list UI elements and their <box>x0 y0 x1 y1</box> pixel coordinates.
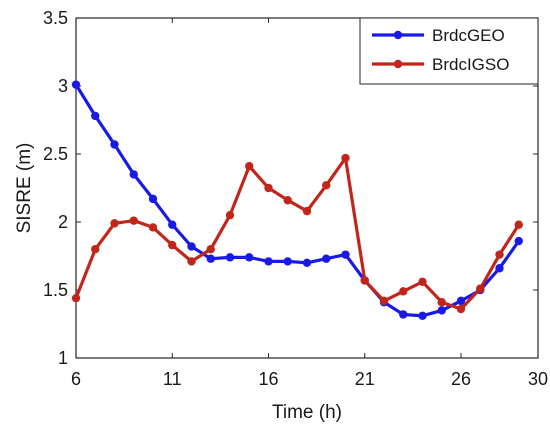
data-point-brdcgeo <box>495 264 504 273</box>
data-point-brdcgeo <box>110 140 119 149</box>
legend: BrdcGEO BrdcIGSO <box>359 17 539 85</box>
x-tick-label: 30 <box>528 369 548 389</box>
y-tick-label: 3 <box>58 76 68 96</box>
data-point-brdcigso <box>476 284 485 293</box>
data-point-brdcgeo <box>399 310 408 319</box>
series-layer <box>71 80 523 321</box>
x-tick-label: 16 <box>258 369 278 389</box>
data-point-brdcgeo <box>71 80 81 89</box>
data-point-brdcigso <box>418 277 427 287</box>
x-tick-label: 26 <box>451 369 471 389</box>
data-point-brdcigso <box>110 219 119 228</box>
y-tick-label: 2 <box>58 212 68 232</box>
y-tick-label: 2.5 <box>43 144 68 164</box>
data-point-brdcgeo <box>264 257 273 266</box>
data-point-brdcgeo <box>187 242 196 251</box>
data-point-brdcgeo <box>437 306 446 315</box>
data-point-brdcgeo <box>283 257 292 266</box>
data-point-brdcgeo <box>322 254 331 263</box>
data-point-brdcgeo <box>168 220 177 229</box>
data-point-brdcigso <box>129 216 138 225</box>
data-point-brdcgeo <box>514 236 523 246</box>
data-point-brdcgeo <box>206 254 215 263</box>
y-tick-label: 3.5 <box>43 8 68 28</box>
data-point-brdcgeo <box>225 253 235 262</box>
data-point-brdcgeo <box>341 250 350 259</box>
x-tick-label: 11 <box>163 369 182 389</box>
data-point-brdcigso <box>456 304 466 314</box>
x-tick-label: 21 <box>355 369 375 389</box>
data-point-brdcigso <box>495 250 504 259</box>
y-tick-label: 1.5 <box>43 280 68 300</box>
legend-marker-brdcigso <box>393 59 403 69</box>
data-point-brdcigso <box>71 293 81 303</box>
data-point-brdcigso <box>322 181 331 190</box>
x-axis-title: Time (h) <box>272 402 342 423</box>
data-point-brdcigso <box>514 220 523 229</box>
data-point-brdcgeo <box>418 311 427 321</box>
legend-marker-brdcgeo <box>393 30 403 40</box>
data-point-brdcigso <box>245 162 254 171</box>
y-tick-label: 1 <box>58 348 68 368</box>
data-point-brdcgeo <box>302 258 312 267</box>
data-point-brdcgeo <box>148 194 158 204</box>
data-point-brdcigso <box>91 245 100 254</box>
y-axis: 1 1.5 2 2.5 3 3.5 <box>43 8 538 368</box>
data-point-brdcigso <box>360 276 369 285</box>
legend-label-brdcgeo: BrdcGEO <box>432 26 505 45</box>
data-point-brdcigso <box>187 257 196 266</box>
data-point-brdcigso <box>437 298 446 307</box>
data-point-brdcigso <box>148 223 158 232</box>
data-point-brdcigso <box>302 206 312 216</box>
data-point-brdcigso <box>379 296 389 306</box>
data-point-brdcigso <box>206 245 215 254</box>
data-point-brdcigso <box>168 240 177 250</box>
data-point-brdcgeo <box>129 170 138 179</box>
data-point-brdcigso <box>399 287 408 296</box>
data-point-brdcgeo <box>456 296 466 306</box>
legend-box <box>359 17 539 85</box>
x-tick-label: 6 <box>71 369 81 389</box>
data-point-brdcgeo <box>245 253 254 262</box>
data-point-brdcigso <box>283 196 292 205</box>
legend-label-brdcigso: BrdcIGSO <box>432 55 509 74</box>
data-point-brdcgeo <box>91 111 100 121</box>
data-point-brdcigso <box>341 153 350 163</box>
data-point-brdcigso <box>225 211 235 220</box>
data-point-brdcigso <box>264 183 273 193</box>
y-axis-title: SISRE (m) <box>14 143 35 234</box>
